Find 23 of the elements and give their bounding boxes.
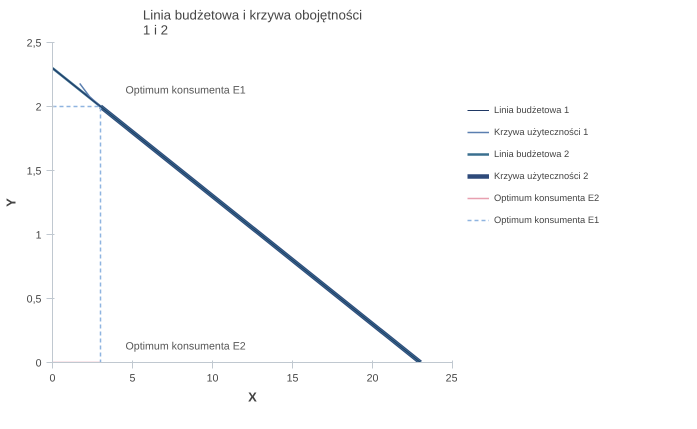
annotation: Optimum konsumenta E2 <box>126 340 246 352</box>
y-tick-label: 1 <box>36 230 42 242</box>
x-tick-label: 10 <box>206 372 218 384</box>
legend-label: Optimum konsumenta E1 <box>494 214 600 225</box>
x-tick-label: 25 <box>446 372 458 384</box>
annotation: Optimum konsumenta E1 <box>126 84 246 96</box>
y-axis-title: Y <box>4 198 19 207</box>
legend-label: Krzywa użyteczności 2 <box>494 170 588 181</box>
x-tick-label: 5 <box>130 372 136 384</box>
x-tick-label: 0 <box>50 372 56 384</box>
y-tick-label: 0 <box>36 358 42 370</box>
y-tick-label: 1,5 <box>26 166 42 178</box>
legend-label: Linia budżetowa 1 <box>494 104 570 115</box>
y-tick-label: 2,5 <box>26 38 42 50</box>
y-tick-label: 2 <box>36 102 42 114</box>
legend-label: Optimum konsumenta E2 <box>494 192 600 203</box>
x-axis-title: X <box>248 390 258 404</box>
chart-title: Linia budżetowa i krzywa obojętności 1 i 2 <box>142 8 362 38</box>
x-tick-label: 15 <box>286 372 298 384</box>
x-tick-label: 20 <box>366 372 378 384</box>
legend-label: Krzywa użyteczności 1 <box>494 126 588 137</box>
y-tick-label: 0,5 <box>26 294 42 306</box>
legend-label: Linia budżetowa 2 <box>494 148 570 159</box>
